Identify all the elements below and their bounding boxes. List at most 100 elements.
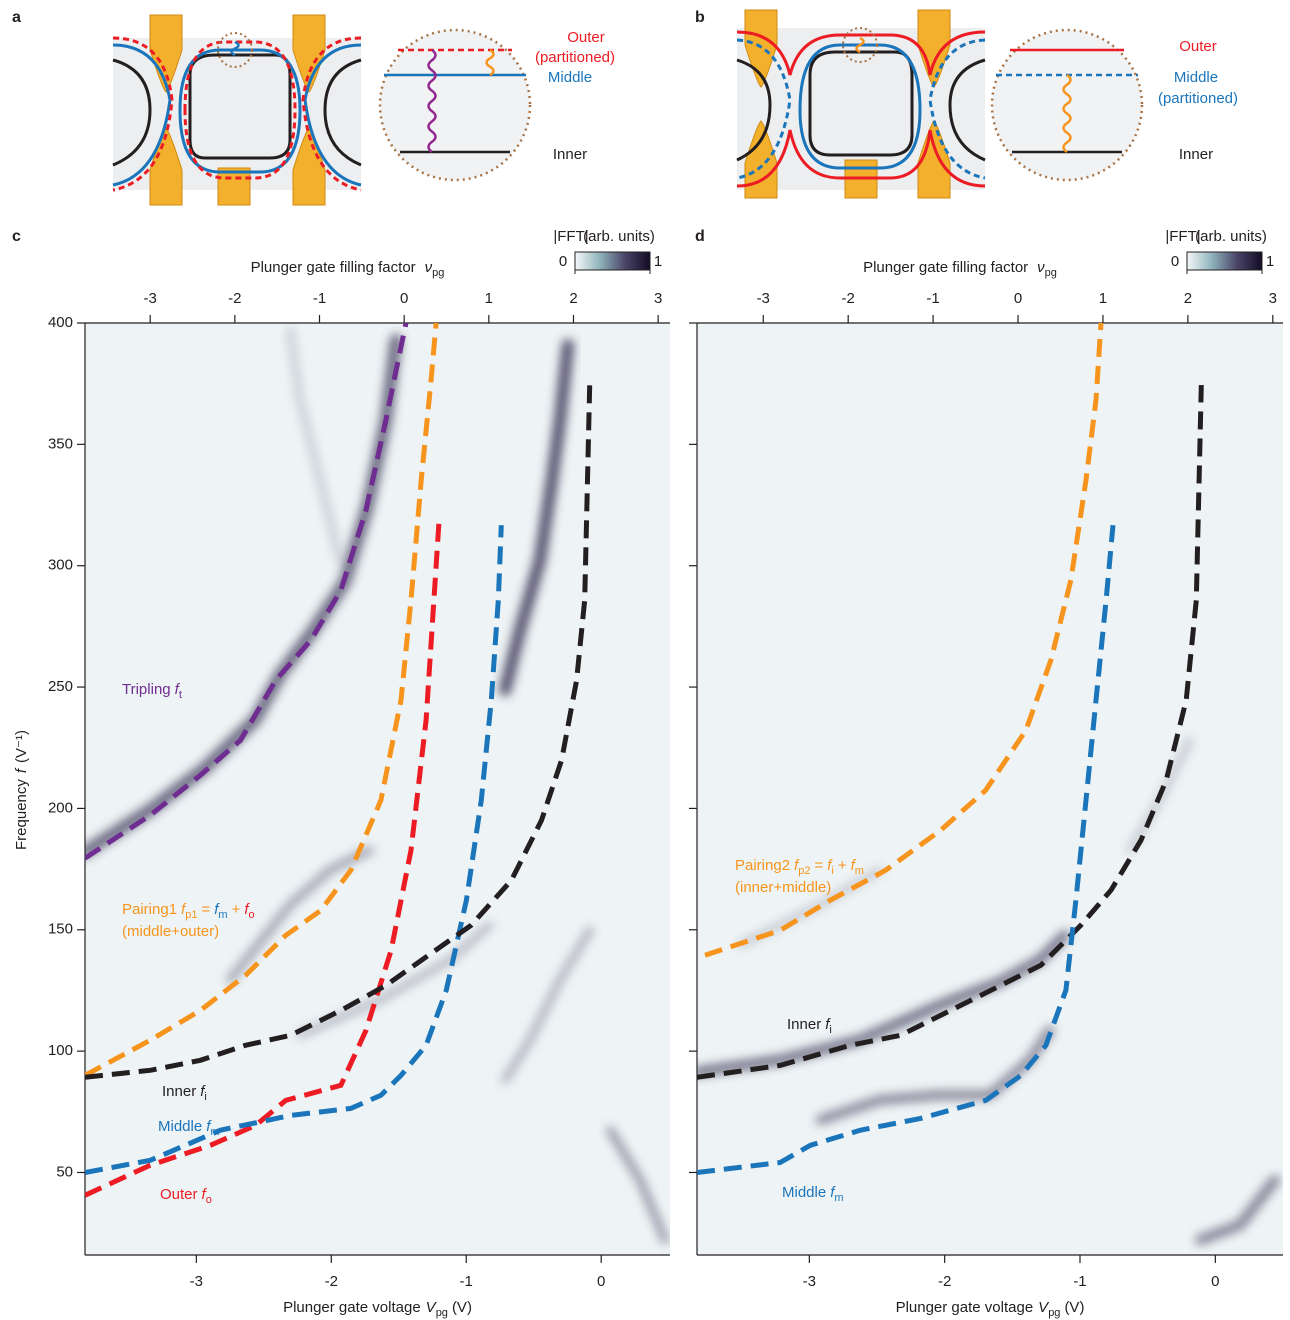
text-part: pg <box>1048 1307 1060 1319</box>
series-label: Middle fm <box>782 1184 844 1204</box>
edge-inner <box>188 53 292 160</box>
colorbar-units: (arb. units) <box>583 228 655 245</box>
heatmap-texture <box>499 339 574 696</box>
label: Outer <box>567 29 605 46</box>
colorbar-tick-label: 1 <box>1266 253 1274 270</box>
panel-label: a <box>12 9 21 26</box>
series-label: Tripling ft <box>122 681 182 701</box>
series-label: Outer fo <box>160 1186 212 1206</box>
heatmap-texture <box>1195 1175 1280 1245</box>
text-part: o <box>249 909 255 921</box>
gate <box>292 14 326 93</box>
colorbar-units: (arb. units) <box>1195 228 1267 245</box>
heatmap-texture <box>697 930 1070 1077</box>
x2-tick-label: 2 <box>1184 290 1192 307</box>
series-label: Middle fm <box>158 1118 220 1138</box>
text-part: f <box>830 1184 836 1201</box>
text-part: + <box>232 901 241 918</box>
label: Inner <box>553 146 587 163</box>
text-part: f <box>827 857 833 874</box>
text-part: Plunger gate filling factor <box>863 259 1028 276</box>
x2-tick-label: 0 <box>1014 290 1022 307</box>
x2-tick-label: -2 <box>228 290 241 307</box>
series-label: Pairing2 fp2 = fi + fm <box>735 857 864 877</box>
label: Outer <box>1179 38 1217 55</box>
text-part: i <box>829 1024 831 1036</box>
text-part: ν <box>1037 259 1045 276</box>
text-part: pg <box>436 1307 448 1319</box>
edge-middle <box>798 43 922 170</box>
text-part: = <box>814 857 823 874</box>
x2-tick-label: -3 <box>144 290 157 307</box>
series-line <box>697 385 1204 1080</box>
text-part: f <box>214 901 220 918</box>
series-line <box>704 323 1104 958</box>
wiggle <box>230 40 240 57</box>
y-tick-label: 200 <box>48 799 73 816</box>
wiggle <box>1062 73 1072 154</box>
x2-tick-label: -1 <box>313 290 326 307</box>
x2-tick-label: 0 <box>400 290 408 307</box>
text-part: Outer <box>160 1186 198 1203</box>
label: Middle <box>548 69 592 86</box>
y-tick-label: 350 <box>48 435 73 452</box>
text-part: V <box>1038 1299 1050 1316</box>
text-part: Inner <box>787 1016 821 1033</box>
text-part: pg <box>432 267 444 279</box>
x-tick-label: -3 <box>803 1273 816 1290</box>
label: Inner <box>1179 146 1213 163</box>
text-part: (V) <box>452 1299 472 1316</box>
text-part: m <box>218 909 227 921</box>
colorbar <box>574 251 651 271</box>
series-line <box>85 323 409 861</box>
text-part: m <box>210 1126 219 1138</box>
text-part: (V) <box>1064 1299 1084 1316</box>
x-axis-label: Plunger gate voltage Vpg (V) <box>283 1299 472 1319</box>
x2-tick-label: -2 <box>841 290 854 307</box>
y-tick-label: 250 <box>48 678 73 695</box>
text-part: f <box>13 767 30 773</box>
series-line <box>85 323 439 1078</box>
text-part: f <box>794 857 800 874</box>
series-note: (inner+middle) <box>735 879 831 896</box>
gate <box>217 167 251 206</box>
text-part: i <box>831 865 833 877</box>
x-tick-label: -3 <box>190 1273 203 1290</box>
text-part: Frequency <box>13 779 30 850</box>
y-tick-label: 100 <box>48 1042 73 1059</box>
wiggle <box>427 48 437 154</box>
series-label: Inner fi <box>162 1083 207 1103</box>
colorbar-label: |FFT| <box>1165 228 1200 245</box>
heatmap-texture <box>286 326 344 564</box>
x2-tick-label: 1 <box>485 290 493 307</box>
heatmap-background <box>697 323 1283 1255</box>
y-tick-label: 150 <box>48 921 73 938</box>
schematic-b: b Outer Middle (partitioned) Inner <box>695 9 1238 199</box>
colorbar-tick-label: 0 <box>559 253 567 270</box>
zoom-marker <box>842 27 878 63</box>
zoom <box>378 28 532 182</box>
series-note: (middle+outer) <box>122 923 219 940</box>
text-part: f <box>181 901 187 918</box>
x2-tick-label: 2 <box>569 290 577 307</box>
text-part: f <box>825 1016 831 1033</box>
series-line <box>85 525 504 1175</box>
text-part: f <box>175 681 181 698</box>
edge-inner <box>112 58 362 167</box>
series-line <box>85 385 593 1080</box>
x2-tick-label: 3 <box>1269 290 1277 307</box>
panel-label: c <box>12 228 21 245</box>
text-part: ν <box>425 259 433 276</box>
text-part: f <box>206 1118 212 1135</box>
series-line <box>85 519 442 1198</box>
schematic-a: a Outer (partitioned) Middle Inner <box>12 9 615 206</box>
text-part: p1 <box>185 909 197 921</box>
series-label: Pairing1 fp1 = fm + fo <box>122 901 255 921</box>
text-part: p2 <box>798 865 810 877</box>
text-part: o <box>206 1194 212 1206</box>
edge-inner <box>736 50 986 162</box>
text-part: Inner <box>162 1083 196 1100</box>
text-part: f <box>851 857 857 874</box>
text-part: pg <box>1045 267 1057 279</box>
